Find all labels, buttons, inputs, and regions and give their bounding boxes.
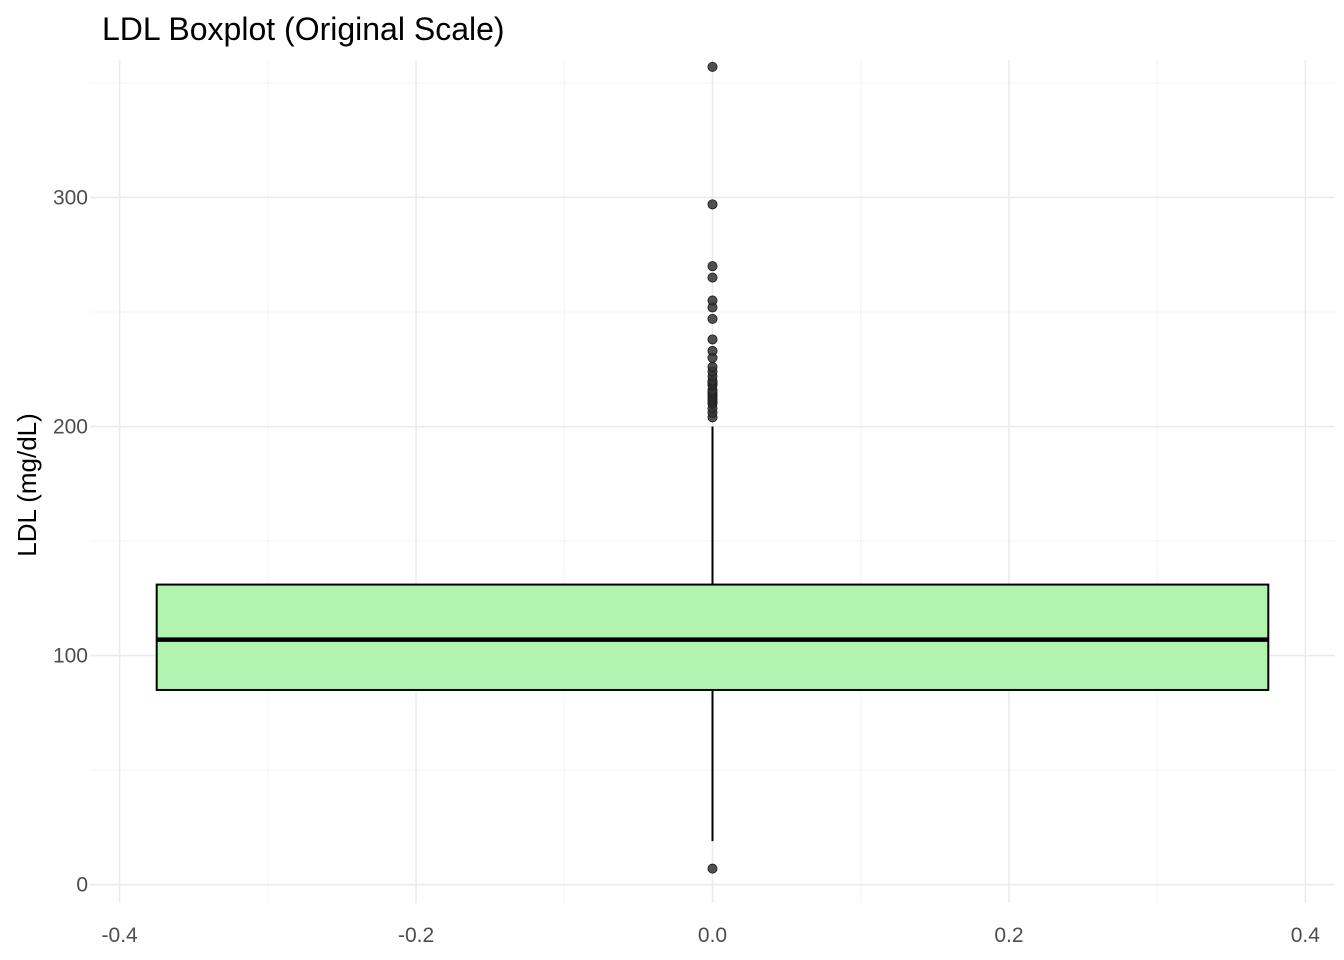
x-tick-label: 0.2: [994, 924, 1023, 947]
tick-labels-layer: -0.4 -0.2 0.0 0.2 0.4 0 100 200 300: [53, 186, 1320, 947]
x-tick-label: -0.2: [398, 924, 434, 947]
outlier-point: [707, 61, 718, 72]
outlier-point: [707, 261, 718, 272]
chart-title: LDL Boxplot (Original Scale): [102, 11, 505, 47]
iqr-box: [155, 583, 1270, 691]
outlier-point: [707, 334, 718, 345]
outlier-point: [707, 313, 718, 324]
x-tick-label: 0.4: [1291, 924, 1321, 947]
outlier-point: [707, 345, 718, 356]
outlier-point: [707, 295, 718, 306]
y-tick-label: 200: [53, 416, 88, 439]
outlier-point: [707, 361, 718, 372]
outlier-point: [707, 199, 718, 210]
y-tick-label: 100: [53, 645, 88, 668]
y-tick-label: 0: [76, 874, 88, 897]
outlier-point: [707, 863, 718, 874]
x-tick-label: -0.4: [102, 924, 139, 947]
y-tick-label: 300: [53, 186, 88, 209]
y-axis-title: LDL (mg/dL): [12, 413, 42, 557]
marks-layer: [155, 61, 1270, 874]
outlier-point: [707, 272, 718, 283]
x-tick-label: 0.0: [698, 924, 727, 947]
